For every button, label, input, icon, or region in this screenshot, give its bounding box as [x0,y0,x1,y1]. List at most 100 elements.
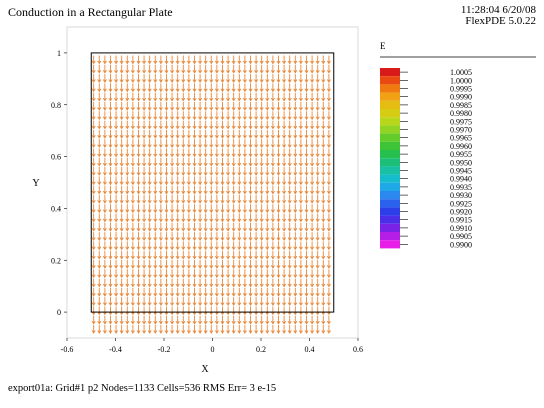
vector-arrow [293,64,298,74]
vector-arrow [142,83,147,93]
vector-arrow [237,213,242,223]
vector-arrow [130,297,135,307]
vector-arrow [170,315,175,325]
vector-arrow [248,241,253,251]
vector-arrow [315,64,320,74]
vector-arrow [276,148,281,158]
vector-arrow [242,111,247,121]
vector-arrow [130,241,135,251]
vector-arrow [248,120,253,130]
vector-arrow [304,213,309,223]
vector-arrow [158,185,163,195]
vector-arrow [220,250,225,260]
vector-arrow [114,157,119,167]
vector-arrow [175,204,180,214]
vector-arrow [282,297,287,307]
vector-arrow [321,167,326,176]
vector-arrow [192,204,197,214]
vector-arrow [242,241,247,251]
vector-arrow [203,278,208,288]
vector-arrow [153,269,158,279]
vector-arrow [142,167,147,176]
vector-arrow [181,167,186,176]
vector-arrow [170,297,175,307]
vector-arrow [220,83,225,93]
vector-arrow [147,55,152,65]
vector-arrow [293,287,298,297]
vector-arrow [321,83,326,93]
vector-arrow [192,222,197,232]
vector-arrow [142,325,147,334]
vector-arrow [315,185,320,195]
vector-arrow [237,74,242,83]
vector-arrow [315,120,320,130]
vector-arrow [270,213,275,223]
vector-arrow [170,194,175,204]
vector-arrow [130,120,135,130]
vector-arrow [142,204,147,214]
legend-label: 0.9930 [450,191,472,200]
vector-arrow [209,185,214,195]
vector-arrow [310,232,315,241]
vector-arrow [242,185,247,195]
vector-arrow [192,278,197,288]
vector-arrow [293,232,298,241]
vector-arrow [181,222,186,232]
vector-arrow [203,287,208,297]
vector-arrow [270,222,275,232]
vector-arrow [326,269,331,279]
vector-arrow [192,213,197,223]
vector-arrow [226,129,231,139]
vector-arrow [304,250,309,260]
vector-arrow [192,157,197,167]
vector-arrow [315,241,320,251]
vector-arrow [153,250,158,260]
vector-arrow [198,83,203,93]
vector-arrow [287,120,292,130]
vector-arrow [97,194,102,204]
vector-arrow [203,185,208,195]
vector-arrow [119,232,124,241]
vector-arrow [136,250,141,260]
vector-arrow [125,325,130,334]
vector-arrow [265,269,270,279]
vector-arrow [254,101,259,111]
vector-arrow [119,222,124,232]
vector-arrow [108,139,113,149]
vector-arrow [147,287,152,297]
vector-arrow [119,55,124,65]
legend-swatch [380,166,400,175]
vector-arrow [276,74,281,83]
vector-arrow [181,74,186,83]
vector-arrow [170,64,175,74]
vector-arrow [142,111,147,121]
vector-arrow [136,167,141,176]
vector-arrow [153,194,158,204]
vector-arrow [181,157,186,167]
vector-arrow [164,297,169,307]
vector-arrow [91,139,96,149]
vector-arrow [242,139,247,149]
vector-arrow [248,287,253,297]
vector-arrow [164,250,169,260]
vector-arrow [282,83,287,93]
vector-arrow [326,213,331,223]
vector-arrow [114,83,119,93]
vector-arrow [321,148,326,158]
vector-arrow [254,241,259,251]
vector-arrow [158,222,163,232]
vector-arrow [91,167,96,176]
vector-arrow [310,194,315,204]
vector-arrow [209,287,214,297]
vector-arrow [315,55,320,65]
vector-arrow [293,129,298,139]
vector-arrow [181,194,186,204]
vector-arrow [226,64,231,74]
vector-arrow [304,325,309,334]
vector-arrow [91,148,96,158]
vector-arrow [97,101,102,111]
vector-arrow [315,111,320,121]
vector-arrow [97,325,102,334]
legend-swatch [380,125,400,134]
vector-arrow [315,232,320,241]
